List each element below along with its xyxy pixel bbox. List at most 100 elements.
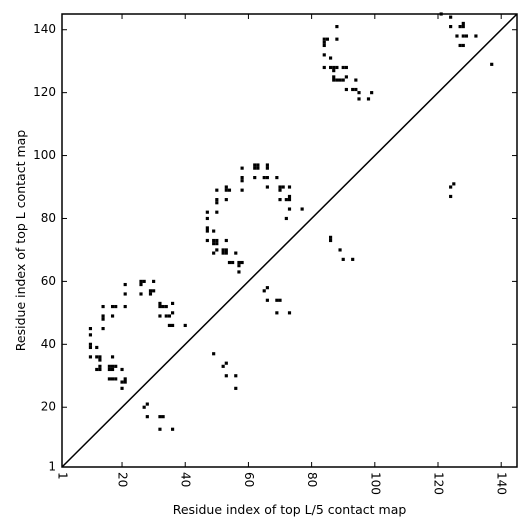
contact-point (234, 374, 238, 378)
contact-point (98, 364, 102, 368)
contact-point (215, 201, 219, 205)
contact-point (328, 238, 333, 243)
contact-point (152, 279, 156, 283)
contact-point (237, 264, 241, 268)
contact-point (110, 364, 115, 368)
contact-point (161, 415, 165, 419)
contact-point (253, 166, 257, 170)
contact-point (215, 238, 219, 243)
contact-point (224, 198, 228, 202)
contact-point (98, 355, 102, 359)
contact-point (148, 292, 153, 296)
contact-point (338, 78, 342, 82)
contact-point (449, 194, 453, 199)
contact-point (357, 97, 361, 101)
contact-point (366, 97, 371, 101)
contact-point (221, 251, 225, 255)
contact-point (278, 198, 282, 202)
contact-point (215, 210, 219, 214)
contact-point (240, 260, 244, 265)
contact-point (265, 166, 269, 170)
contact-point (335, 65, 339, 70)
contact-point (88, 355, 93, 359)
contact-point (110, 367, 115, 372)
contact-point (101, 304, 105, 309)
diagonal-line (61, 13, 518, 468)
contact-point (224, 251, 228, 255)
contact-point (341, 78, 345, 82)
contact-point (88, 345, 93, 350)
contact-point (221, 364, 225, 368)
contact-point (278, 188, 282, 192)
x-tick-label: 80 (305, 472, 319, 487)
contact-point (139, 282, 143, 287)
contact-point (205, 229, 209, 233)
contact-point (275, 298, 279, 302)
contact-point (110, 314, 115, 318)
contact-point (224, 374, 228, 378)
contact-point (205, 238, 209, 243)
contact-point (145, 402, 149, 406)
contact-point (344, 87, 348, 92)
contact-point (322, 40, 326, 44)
contact-point (458, 25, 462, 29)
contact-point (449, 25, 453, 29)
contact-point (351, 257, 355, 261)
contact-point (224, 248, 228, 252)
contact-point (240, 166, 244, 170)
contact-point (164, 314, 168, 318)
contact-point (265, 163, 269, 167)
x-tick-label: 140 (495, 472, 509, 495)
contact-point (139, 279, 143, 283)
contact-point (474, 34, 478, 38)
contact-point (490, 62, 494, 66)
contact-point (205, 226, 209, 230)
contact-point (114, 364, 118, 368)
contact-point (344, 75, 348, 79)
contact-point (101, 327, 105, 331)
y-tick-label: 100 (33, 148, 56, 162)
x-tick-label: 1 (56, 472, 70, 480)
x-axis-label: Residue index of top L/5 contact map (173, 502, 407, 517)
contact-point (335, 78, 339, 82)
contact-point (158, 314, 162, 318)
contact-point (335, 25, 339, 29)
contact-point (354, 78, 358, 82)
contact-point (98, 358, 102, 362)
contact-point (461, 21, 465, 26)
contact-point (464, 34, 469, 38)
contact-point (158, 304, 162, 309)
y-tick-label: 120 (33, 85, 56, 99)
contact-point (142, 279, 146, 283)
contact-point (224, 188, 228, 192)
plot-frame (61, 13, 518, 468)
contact-point (262, 176, 266, 180)
contact-point (281, 185, 285, 189)
contact-point (161, 304, 165, 309)
contact-point (231, 260, 235, 265)
contact-point (205, 210, 209, 214)
contact-point (110, 355, 115, 359)
points-layer (88, 12, 494, 431)
contact-point (227, 188, 232, 192)
contact-point (265, 185, 269, 189)
contact-point (265, 298, 269, 302)
contact-point (164, 304, 168, 309)
y-axis-label: Residue index of top L contact map (13, 130, 28, 351)
contact-point (452, 182, 456, 186)
contact-point (234, 386, 238, 390)
contact-point (256, 163, 260, 167)
contact-point (107, 367, 111, 372)
contact-point (449, 185, 453, 189)
contact-point (148, 289, 153, 293)
contact-point (354, 87, 358, 92)
contact-point (212, 238, 216, 243)
contact-point (120, 386, 124, 390)
contact-point (240, 176, 244, 180)
contact-point (215, 248, 219, 252)
contact-point (123, 380, 127, 384)
contact-point (95, 367, 99, 372)
contact-point (110, 304, 115, 309)
contact-point (458, 43, 462, 48)
contact-point (240, 188, 244, 192)
